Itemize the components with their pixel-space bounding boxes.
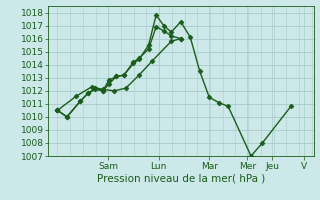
X-axis label: Pression niveau de la mer( hPa ): Pression niveau de la mer( hPa ): [97, 173, 265, 183]
